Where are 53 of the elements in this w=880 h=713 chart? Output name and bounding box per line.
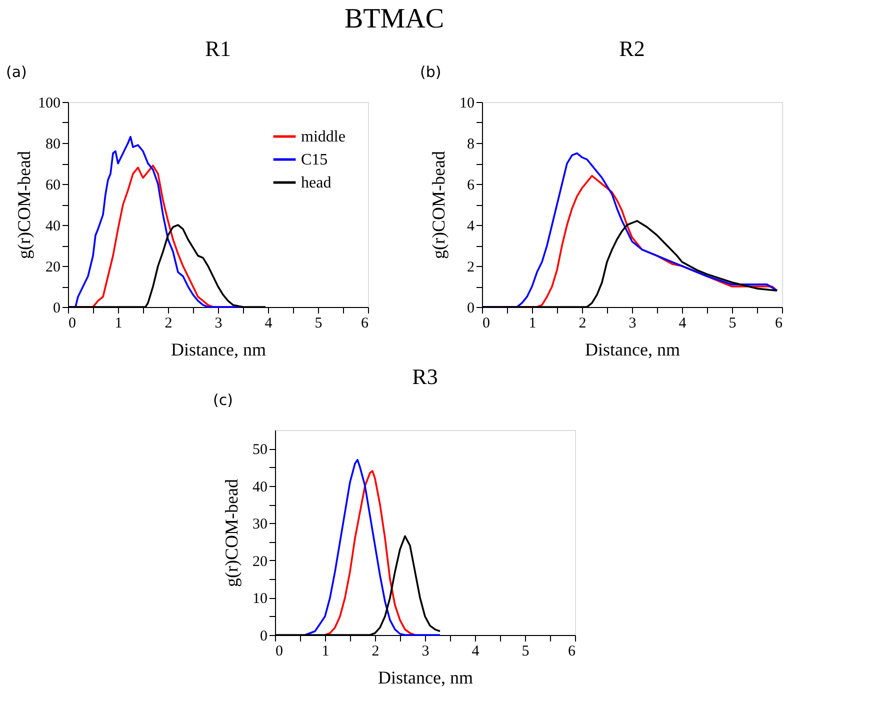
x-axis-title: Distance, nm xyxy=(585,340,680,360)
y-axis-title: g(r)COM-bead xyxy=(222,479,242,587)
x-tick-label: 2 xyxy=(372,644,380,660)
x-tick-label: 6 xyxy=(361,316,369,332)
y-tick-label: 100 xyxy=(38,96,60,112)
x-axis-title: Distance, nm xyxy=(171,340,266,360)
y-tick-label: 8 xyxy=(467,136,474,152)
y-axis-title: g(r)COM-bead xyxy=(14,151,34,259)
text: (a) xyxy=(6,63,27,81)
y-tick-label: 0 xyxy=(260,628,268,644)
y-tick-label: 50 xyxy=(252,442,268,458)
y-tick-label: 10 xyxy=(252,591,268,608)
x-tick-label: 0 xyxy=(276,644,283,660)
legend-label: head xyxy=(301,174,332,192)
x-tick-label: 6 xyxy=(775,316,783,332)
y-tick-label: 40 xyxy=(46,218,60,234)
y-tick-label: 6 xyxy=(467,178,475,194)
x-tick-label: 5 xyxy=(314,316,322,332)
y-tick-label: 0 xyxy=(467,300,474,316)
x-tick-label: 2 xyxy=(578,316,586,332)
x-tick-label: 1 xyxy=(322,644,330,660)
text: BTMAC xyxy=(344,4,444,34)
x-tick-label: 6 xyxy=(568,644,576,660)
x-tick-label: 0 xyxy=(482,316,490,332)
x-tick-label: 5 xyxy=(522,644,530,660)
x-axis-title: Distance, nm xyxy=(378,668,473,688)
legend-label: C15 xyxy=(301,152,328,168)
x-tick-label: 1 xyxy=(114,316,122,332)
x-tick-label: 5 xyxy=(728,316,736,332)
text: (b) xyxy=(420,63,442,81)
x-tick-label: 1 xyxy=(528,316,536,332)
y-tick-label: 4 xyxy=(467,218,475,234)
y-tick-label: 20 xyxy=(252,554,268,570)
y-tick-label: 20 xyxy=(46,260,60,276)
x-tick-label: 4 xyxy=(678,316,687,332)
y-axis-title: g(r)COM-bead xyxy=(428,151,448,259)
y-tick-label: 60 xyxy=(46,178,60,194)
y-tick-label: 80 xyxy=(46,136,60,152)
x-tick-label: 3 xyxy=(628,316,636,332)
x-tick-label: 3 xyxy=(422,644,430,660)
chart-title: R2 xyxy=(619,36,645,61)
text: (c) xyxy=(213,391,233,409)
y-tick-label: 40 xyxy=(252,479,268,496)
x-tick-label: 2 xyxy=(164,316,172,332)
y-tick-label: 30 xyxy=(252,516,268,533)
y-tick-label: 2 xyxy=(467,260,474,276)
chart-title: R3 xyxy=(412,364,438,389)
y-tick-label: 0 xyxy=(53,300,60,316)
chart-title: R1 xyxy=(205,36,231,61)
legend-label: middle xyxy=(301,128,346,146)
x-tick-label: 0 xyxy=(68,316,76,332)
y-tick-label: 10 xyxy=(460,96,474,112)
x-tick-label: 3 xyxy=(214,316,222,332)
